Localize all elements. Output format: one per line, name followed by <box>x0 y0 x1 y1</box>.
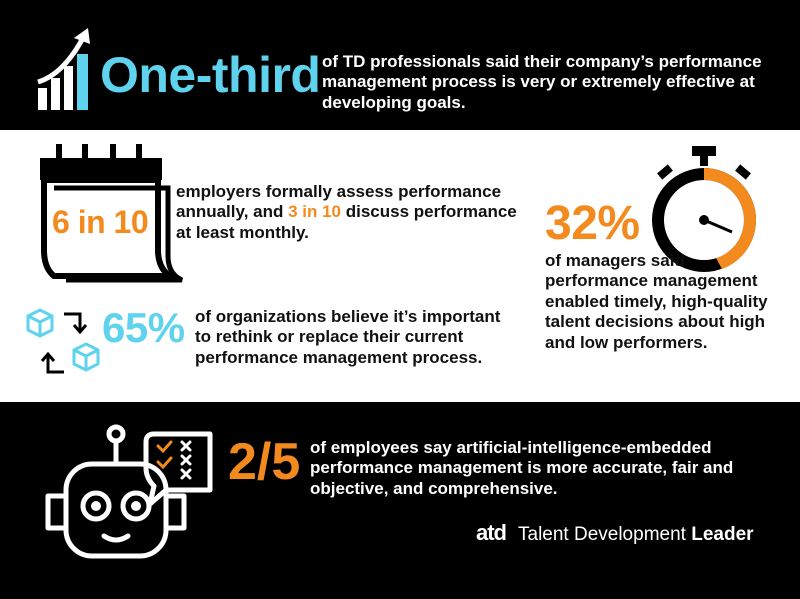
organizations-description: of organizations believe it’s important … <box>195 307 501 367</box>
calendar-desc-part2: discuss performance at least monthly. <box>176 202 517 242</box>
atd-logo: atd <box>476 520 507 545</box>
top-description: of TD professionals said their company’s… <box>322 52 762 112</box>
bar-chart-arrow-icon <box>37 28 90 110</box>
employees-description: of employees say artificial-intelligence… <box>310 438 734 498</box>
stat-two-fifths: 2/5 <box>228 433 301 491</box>
brand-footer: atd Talent Development Leader <box>476 520 754 546</box>
top-banner <box>0 0 800 130</box>
robot-icon <box>45 424 213 559</box>
calendar-icon <box>40 144 184 283</box>
headline-one-third: One-third <box>100 47 321 103</box>
calendar-desc-highlight: 3 in 10 <box>288 202 342 222</box>
calendar-description: employers formally assess performance an… <box>176 182 526 243</box>
stat-sixty-five-percent: 65% <box>102 304 185 351</box>
calendar-desc-part1: employers formally assess performance an… <box>176 182 502 222</box>
brand-name-bold: Leader <box>691 524 754 545</box>
stat-thirty-two-percent: 32% <box>545 197 640 250</box>
stopwatch-icon <box>652 146 757 272</box>
bottom-banner <box>0 402 800 599</box>
brand-name-regular: Talent Development <box>518 524 686 545</box>
managers-description: of managers said performance management … <box>545 251 768 352</box>
stat-six-in-ten: 6 in 10 <box>52 204 149 240</box>
cubes-exchange-icon <box>26 308 100 374</box>
